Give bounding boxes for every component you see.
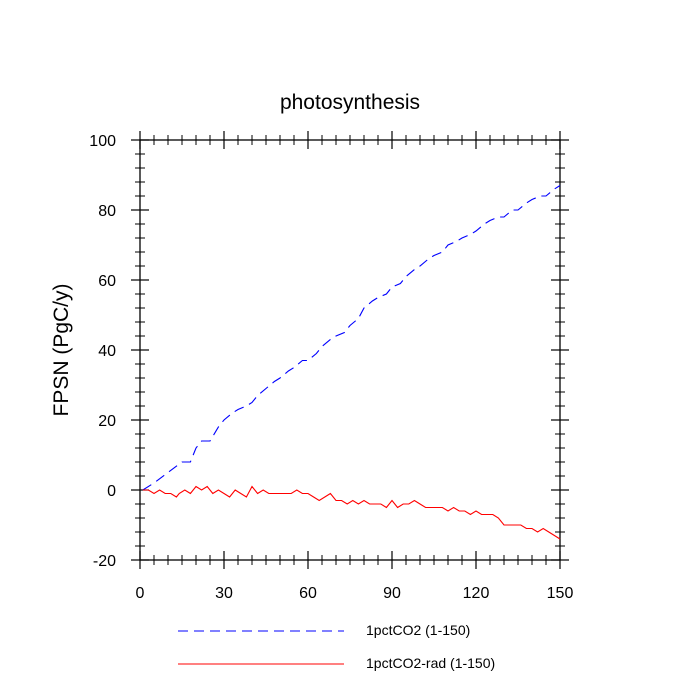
y-axis-label-group: FPSN (PgC/y): [50, 283, 73, 416]
legend-label-2: 1pctCO2-rad (1-150): [366, 655, 495, 671]
axis-tick-labels: 0 30 60 90 120 150 -20 0 20 40 60 80 100: [89, 133, 573, 602]
legend: 1pctCO2 (1-150) 1pctCO2-rad (1-150): [178, 622, 495, 671]
chart-title: photosynthesis: [280, 91, 420, 114]
axis-ticks: [131, 131, 569, 569]
y-tick-label: -20: [93, 553, 116, 570]
series-line-1: [142, 185, 561, 491]
y-tick-label: 0: [107, 483, 116, 500]
y-tick-label: 80: [98, 203, 116, 220]
y-tick-label: 20: [98, 413, 116, 430]
y-tick-label: 100: [89, 133, 116, 150]
legend-label-1: 1pctCO2 (1-150): [366, 622, 470, 638]
y-axis-label: FPSN (PgC/y): [50, 283, 73, 416]
x-tick-label: 0: [136, 585, 145, 602]
y-tick-label: 40: [98, 343, 116, 360]
plot-frame: [139, 139, 561, 561]
series-layer: [142, 185, 561, 540]
x-tick-label: 30: [215, 585, 233, 602]
x-tick-label: 90: [383, 585, 401, 602]
series-line-2: [142, 485, 561, 540]
x-tick-label: 60: [299, 585, 317, 602]
x-tick-label: 120: [463, 585, 490, 602]
y-tick-label: 60: [98, 273, 116, 290]
x-tick-label: 150: [547, 585, 574, 602]
